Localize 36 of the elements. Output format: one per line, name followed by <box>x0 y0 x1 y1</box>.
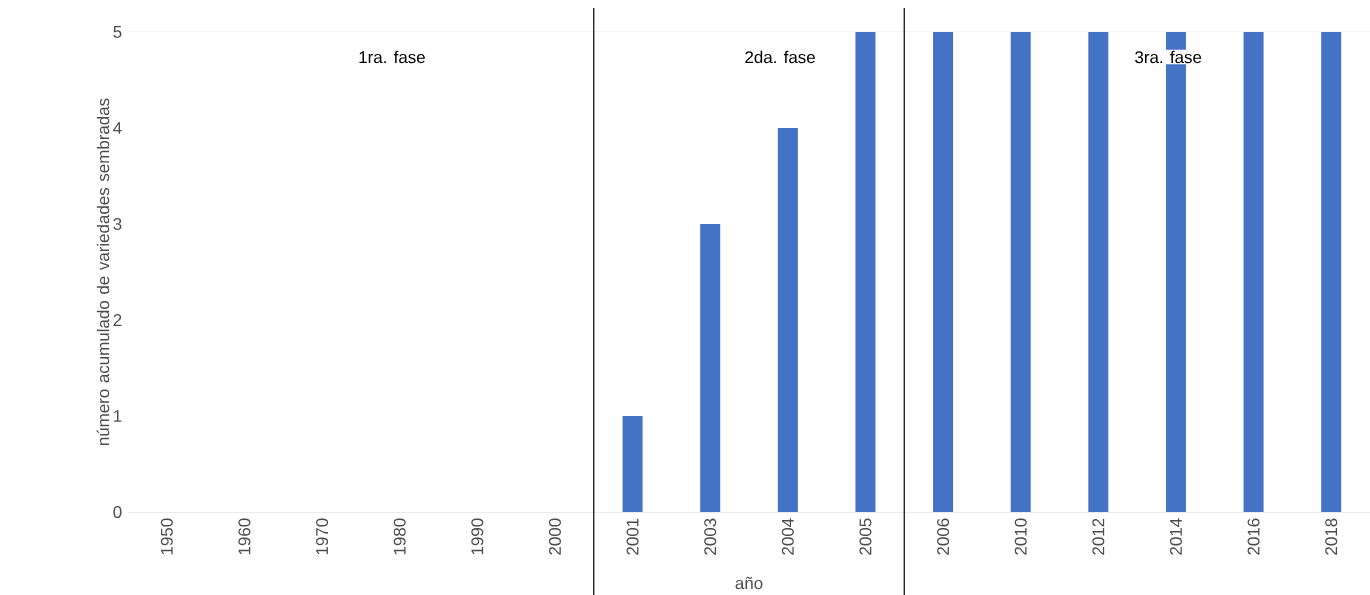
bar <box>1321 32 1342 512</box>
x-axis-title: año <box>735 576 763 590</box>
bar <box>1010 32 1031 512</box>
y-tick-label: 1 <box>114 410 122 422</box>
x-tick-label: 2018 <box>1325 518 1338 555</box>
y-tick-label: 4 <box>113 122 122 134</box>
bar <box>933 32 954 512</box>
band-label: 2da. fase <box>745 50 815 64</box>
x-tick-label: 2012 <box>1092 518 1105 555</box>
y-tick-label: 0 <box>113 506 122 518</box>
x-tick-label: 2014 <box>1169 518 1182 555</box>
x-tick-label: 2016 <box>1247 518 1260 555</box>
y-axis-title: número acumulado de variedades sembradas <box>96 98 110 446</box>
bar <box>777 128 798 512</box>
band-label: 1ra. fase <box>359 50 425 64</box>
x-tick-label: 2004 <box>781 518 794 555</box>
x-tick-label: 1980 <box>393 518 406 555</box>
x-tick-label: 1990 <box>471 518 484 555</box>
x-tick-label: 1970 <box>316 518 329 555</box>
y-tick-label: 2 <box>113 314 122 326</box>
y-tick-label: 3 <box>113 218 122 230</box>
y-tick-label: 5 <box>113 26 122 38</box>
x-tick-label: 2001 <box>626 518 639 555</box>
bar <box>1243 32 1264 512</box>
x-tick-label: 2000 <box>548 518 561 555</box>
bar <box>622 416 643 512</box>
bar <box>700 224 721 512</box>
bar <box>855 32 876 512</box>
x-tick-label: 2006 <box>937 518 950 555</box>
x-tick-label: 1950 <box>160 518 173 555</box>
band-label: 3ra. fase <box>1135 50 1202 64</box>
x-tick-label: 2003 <box>704 518 717 555</box>
x-tick-label: 2005 <box>859 518 872 555</box>
x-tick-label: 2010 <box>1014 518 1027 555</box>
x-tick-label: 1960 <box>238 518 251 555</box>
bar <box>1088 32 1109 512</box>
